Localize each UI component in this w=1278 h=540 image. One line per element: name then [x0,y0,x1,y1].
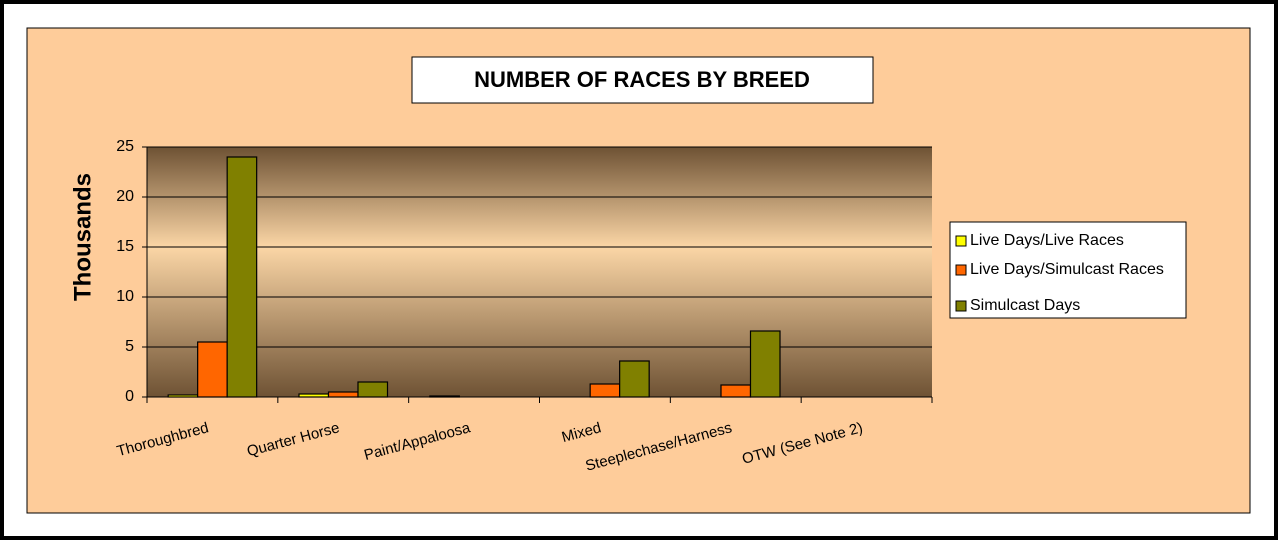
legend-label: Simulcast Days [970,297,1080,314]
y-axis-label: Thousands [69,173,96,301]
y-tick-label: 20 [116,188,134,205]
y-tick-label: 15 [116,238,134,255]
legend-label: Live Days/Simulcast Races [970,261,1164,278]
bar [589,383,621,398]
y-tick-label: 0 [125,388,134,405]
chart-title: NUMBER OF RACES BY BREED [474,67,810,92]
legend-swatch [955,264,967,276]
legend [949,221,1187,319]
bar [298,393,330,398]
legend-label: Live Days/Live Races [970,232,1124,249]
y-tick-label: 5 [125,338,134,355]
title-box [411,56,874,104]
y-tick-label: 10 [116,288,134,305]
legend-swatch [955,235,967,247]
bar [167,394,199,398]
bar [429,395,460,398]
bar [720,384,752,398]
bar [327,391,359,398]
legend-swatch [955,300,967,312]
bar [619,360,650,398]
bar [226,156,258,398]
y-tick-label: 25 [116,138,134,155]
plot-area [147,147,932,397]
bar [357,381,389,398]
bar [749,330,781,398]
bar [197,341,228,398]
